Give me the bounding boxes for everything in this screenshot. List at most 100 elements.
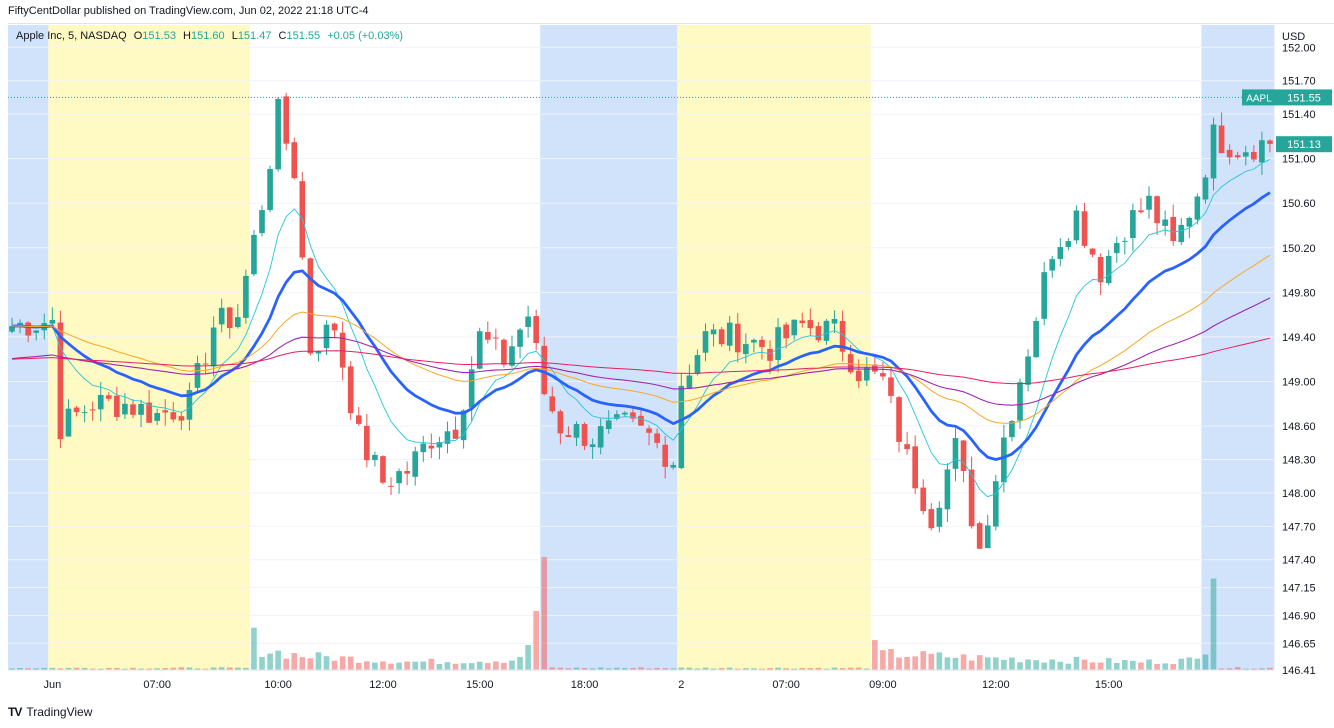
candle-body (202, 363, 209, 365)
volume-bar (783, 668, 789, 670)
volume-bar (1017, 662, 1023, 670)
footer-brand[interactable]: TV TradingView (8, 705, 92, 719)
candle-body (476, 331, 483, 369)
volume-bar (1267, 667, 1273, 670)
legend-symbol[interactable]: Apple Inc, 5, NASDAQ (16, 30, 127, 42)
volume-bar (807, 668, 814, 670)
volume-bar (315, 652, 322, 670)
volume-bar (122, 668, 128, 670)
price-tick-label: 149.40 (1282, 332, 1316, 344)
volume-bar (613, 667, 620, 670)
legend-high-label: H (183, 30, 191, 42)
candle-body (404, 471, 410, 474)
candle-body (1251, 151, 1257, 160)
chart-panel[interactable]: USD 152.00 151.70 151.40 151.00 150.60 150.20 1… (8, 23, 1334, 700)
candle-body (234, 317, 241, 328)
volume-bar (364, 661, 370, 670)
candle-body (275, 98, 281, 170)
candle-body (831, 318, 838, 324)
currency-label: USD (1282, 31, 1305, 43)
candle-body (1242, 152, 1249, 157)
moving-average-line (11, 254, 1271, 424)
volume-bar (218, 667, 225, 670)
candle-body (1154, 196, 1160, 224)
candle-body (1226, 149, 1233, 158)
volume-bar (1146, 659, 1152, 670)
volume-bar (146, 668, 152, 670)
candle-body (9, 326, 15, 332)
ema-price-label: 151.13 (1287, 139, 1321, 151)
candle-body (130, 404, 136, 415)
volume-bar (420, 661, 427, 670)
volume-bar (1194, 658, 1201, 670)
volume-bar (388, 663, 394, 670)
candle-body (1138, 210, 1144, 213)
volume-bar (549, 667, 556, 670)
volume-bar (130, 667, 136, 670)
volume-bar (1154, 663, 1160, 670)
volume-bar (630, 668, 636, 670)
volume-bar (1259, 668, 1265, 670)
time-tick-label: 12:00 (369, 679, 397, 691)
volume-bar (702, 667, 709, 670)
publish-note: FiftyCentDollar published on TradingView… (8, 5, 369, 17)
volume-bar (1041, 662, 1048, 670)
candle-body (396, 471, 402, 484)
volume-bar (815, 667, 822, 670)
volume-bar (880, 650, 886, 670)
volume-bar (162, 668, 169, 670)
candle-body (549, 396, 556, 412)
candle-body (734, 323, 741, 353)
volume-bar (622, 668, 628, 670)
volume-bar (1097, 662, 1104, 670)
volume-bar (912, 656, 918, 670)
moving-average-line (11, 297, 1271, 406)
candle-body (960, 440, 967, 472)
candle-body (565, 435, 572, 438)
candle-body (775, 327, 781, 361)
volume-bar (1170, 664, 1177, 670)
candle-body (380, 456, 386, 483)
volume-bar (372, 662, 378, 670)
volume-bar (831, 667, 838, 670)
volume-bar (1130, 660, 1136, 670)
volume-bar (743, 668, 749, 670)
candle-body (1025, 356, 1031, 385)
candle-body (1057, 247, 1064, 259)
volume-bar (114, 668, 120, 670)
candle-body (992, 481, 999, 527)
candle-body (1089, 248, 1096, 255)
volume-bar (565, 668, 572, 670)
volume-bar (1138, 662, 1144, 670)
volume-bar (97, 668, 104, 670)
candle-body (364, 425, 370, 461)
candle-body (420, 443, 427, 453)
time-tick-label: 07:00 (772, 679, 800, 691)
candle-body (412, 451, 419, 477)
volume-bar (573, 667, 580, 670)
volume-bar (1009, 657, 1015, 670)
premarket-session-band (48, 25, 250, 670)
volume-bar (525, 645, 531, 670)
legend-close-label: C (278, 30, 287, 42)
volume-bar (976, 655, 983, 670)
price-tick-label: 152.00 (1282, 42, 1316, 54)
candle-body (444, 431, 451, 444)
candle-body (1178, 224, 1185, 243)
price-tick-label: 148.60 (1282, 421, 1316, 433)
volume-bar (380, 661, 386, 670)
volume-bar (517, 656, 523, 670)
candle-body (428, 445, 435, 449)
candle-body (581, 423, 588, 446)
volume-bar (694, 668, 701, 670)
price-tick-label: 151.40 (1282, 109, 1316, 121)
candle-body (243, 275, 249, 318)
volume-bar (734, 668, 741, 670)
candle-body (218, 307, 225, 325)
volume-bar (662, 668, 669, 670)
price-tick-label: 148.30 (1282, 454, 1316, 466)
volume-bar (847, 667, 854, 670)
volume-bar (605, 668, 612, 670)
price-tick-label: 147.15 (1282, 583, 1316, 595)
